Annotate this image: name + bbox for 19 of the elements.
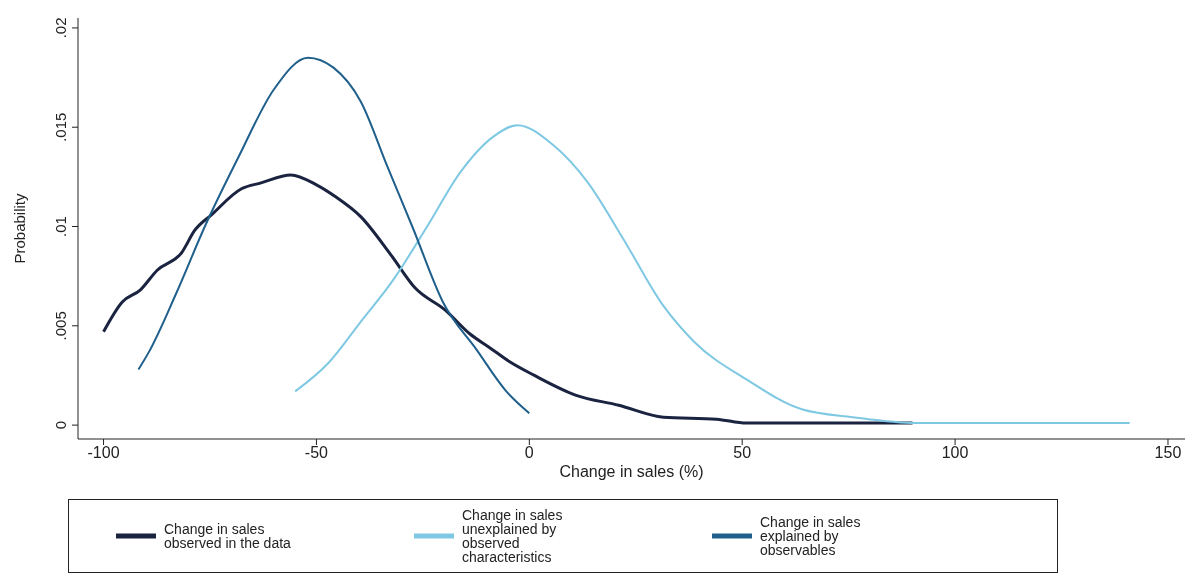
line-series (294, 124, 1131, 425)
x-tick-label: 150 (1154, 444, 1182, 462)
legend-label: Change in sales explained by observables (760, 514, 862, 558)
line-series (137, 56, 531, 415)
y-tick-label: 0 (52, 420, 69, 430)
y-tick-label: .02 (52, 17, 69, 39)
y-axis-title: Probability (11, 192, 29, 264)
y-tick-label: .005 (52, 311, 69, 341)
legend-label: Change in sales unexplained by observed characteristics (462, 507, 564, 565)
x-axis-title: Change in sales (%) (559, 463, 704, 480)
x-tick-label: 50 (733, 444, 752, 462)
line-series (102, 173, 915, 425)
y-tick-label: .015 (52, 112, 69, 142)
legend-label: Change in sales observed in the data (164, 521, 292, 551)
x-tick-label: 0 (524, 444, 534, 462)
x-tick-label: -50 (304, 444, 329, 462)
x-tick-label: 100 (941, 444, 969, 462)
x-tick-label: -100 (87, 444, 120, 462)
y-tick-label: .01 (52, 216, 69, 237)
